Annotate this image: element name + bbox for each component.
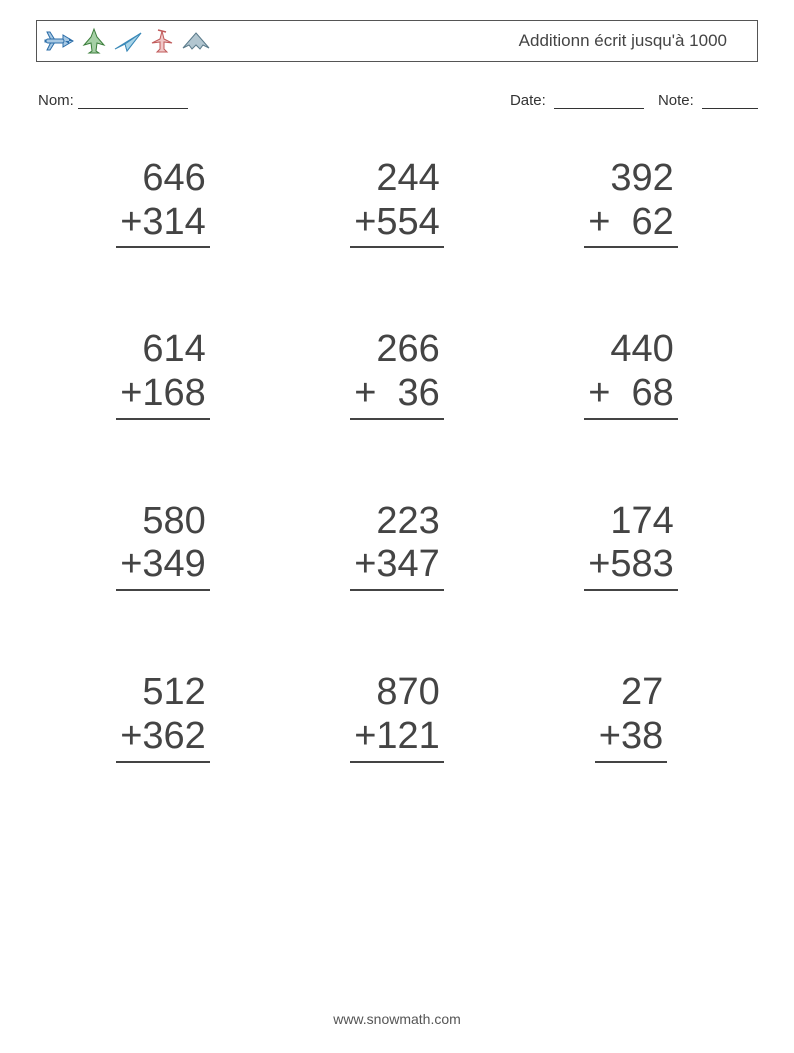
note-label: Note:	[658, 92, 694, 109]
problem-11: 870+121	[300, 671, 494, 762]
name-field-group: Nom:	[38, 92, 188, 109]
problem-top: 870	[350, 671, 444, 715]
problem-10: 512+362	[66, 671, 260, 762]
problem-8: 223+347	[300, 500, 494, 591]
problem-top: 646	[116, 157, 210, 201]
problem-top: 244	[350, 157, 444, 201]
problem-bottom-row: +349	[116, 543, 210, 591]
name-blank[interactable]	[78, 93, 188, 109]
problem-bottom-row: +38	[595, 715, 667, 763]
name-label: Nom:	[38, 92, 74, 109]
note-blank[interactable]	[702, 93, 758, 109]
date-field-group: Date:	[510, 92, 644, 109]
propeller-plane-icon	[150, 27, 174, 55]
problem-top: 174	[584, 500, 678, 544]
airplane-right-icon	[43, 28, 75, 54]
problem-top: 580	[116, 500, 210, 544]
paper-plane-icon	[113, 29, 143, 53]
icon-row	[43, 27, 211, 55]
problem-bottom-row: +314	[116, 201, 210, 249]
problem-6: 440+ 68	[534, 328, 728, 419]
problem-bottom-row: + 36	[350, 372, 444, 420]
problems-grid: 646+314244+554392+ 62614+168266+ 36440+ …	[36, 157, 758, 763]
problem-bottom-row: +121	[350, 715, 444, 763]
worksheet-title: Additionn écrit jusqu'à 1000	[519, 31, 747, 51]
problem-bottom-row: +362	[116, 715, 210, 763]
problem-5: 266+ 36	[300, 328, 494, 419]
jet-up-icon	[82, 27, 106, 55]
date-label: Date:	[510, 92, 546, 109]
stealth-bomber-icon	[181, 30, 211, 52]
problem-2: 244+554	[300, 157, 494, 248]
problem-3: 392+ 62	[534, 157, 728, 248]
problem-1: 646+314	[66, 157, 260, 248]
problem-top: 223	[350, 500, 444, 544]
info-line: Nom: Date: Note:	[36, 92, 758, 109]
header-box: Additionn écrit jusqu'à 1000	[36, 20, 758, 62]
footer-url: www.snowmath.com	[0, 1011, 794, 1027]
problem-bottom-row: + 62	[584, 201, 678, 249]
problem-bottom-row: +347	[350, 543, 444, 591]
problem-9: 174+583	[534, 500, 728, 591]
problem-7: 580+349	[66, 500, 260, 591]
problem-12: 27+38	[534, 671, 728, 762]
problem-bottom-row: + 68	[584, 372, 678, 420]
problem-top: 392	[584, 157, 678, 201]
problem-bottom-row: +583	[584, 543, 678, 591]
problem-bottom-row: +168	[116, 372, 210, 420]
note-field-group: Note:	[658, 92, 758, 109]
problem-bottom-row: +554	[350, 201, 444, 249]
problem-4: 614+168	[66, 328, 260, 419]
problem-top: 512	[116, 671, 210, 715]
problem-top: 440	[584, 328, 678, 372]
date-blank[interactable]	[554, 93, 644, 109]
problem-top: 614	[116, 328, 210, 372]
problem-top: 27	[595, 671, 667, 715]
problem-top: 266	[350, 328, 444, 372]
